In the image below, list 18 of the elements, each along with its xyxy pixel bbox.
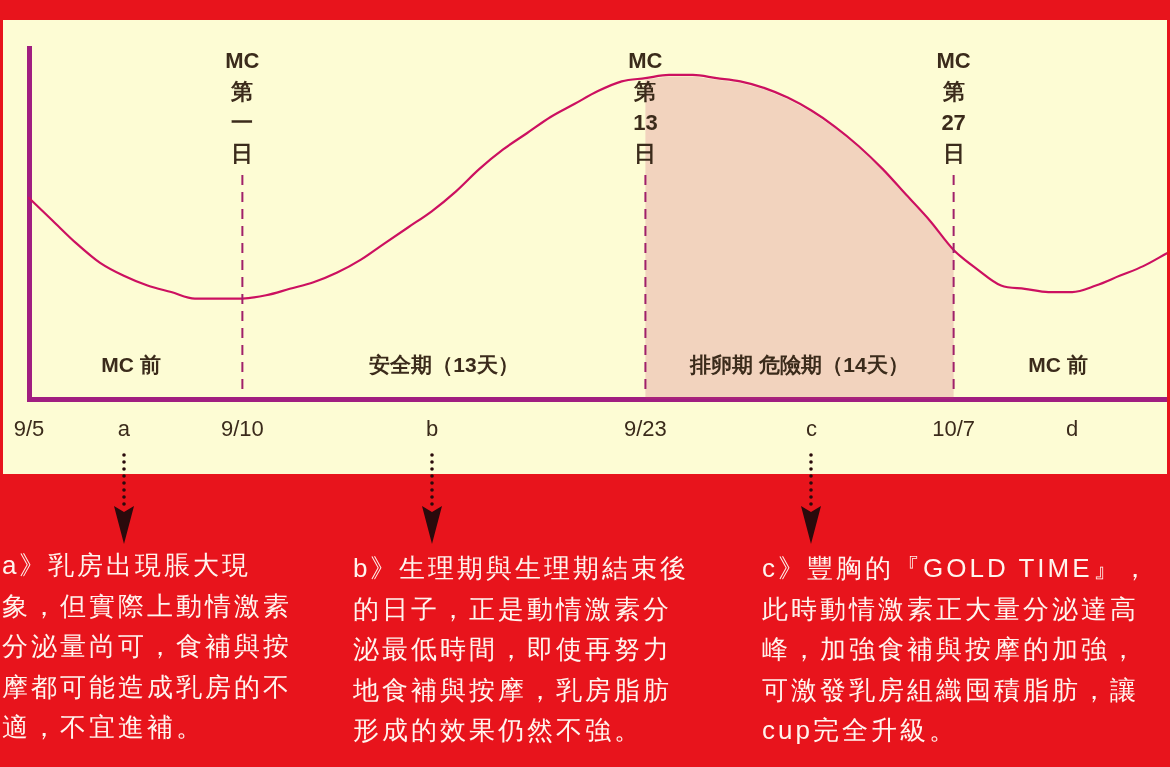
x-tick-label: 10/7	[932, 416, 976, 442]
annotation: MC 前	[101, 352, 161, 376]
x-tick-label: b	[425, 416, 439, 442]
x-tick-label: c	[805, 416, 817, 442]
text: b》生理期與生理期結束後的日子，正是動情激素分泌最低時間，即使再努力地食補與按摩，乳房脂肪形成的效果仍然不強。	[353, 552, 691, 747]
x-tick-label: 9/10	[220, 416, 264, 442]
band-label: 排卵期 危險期（14天）	[689, 352, 909, 376]
x-tick-label: a	[117, 416, 131, 442]
annotation: MC 前	[1028, 352, 1088, 376]
ref-line-label: MC第一日	[224, 47, 261, 168]
ref-line-label: MC第27日	[935, 47, 972, 168]
x-tick-label: 9/5	[13, 416, 45, 442]
text: a》乳房出現脹大現象，但實際上動情激素分泌量尚可，食補與按摩都可能造成乳房的不適，不宜進補。	[2, 549, 293, 744]
x-tick-label: d	[1066, 416, 1079, 442]
ref-line-label: MC第13日	[627, 47, 664, 168]
x-tick-label: 9/23	[624, 416, 667, 442]
annotation: 安全期（13天）	[369, 352, 519, 376]
text: c》豐胸的『GOLD TIME』，此時動情激素正大量分泌達高峰，加強食補與按摩的加強，可激發乳房組織囤積脂肪，讓cup完全升級。	[762, 552, 1152, 747]
